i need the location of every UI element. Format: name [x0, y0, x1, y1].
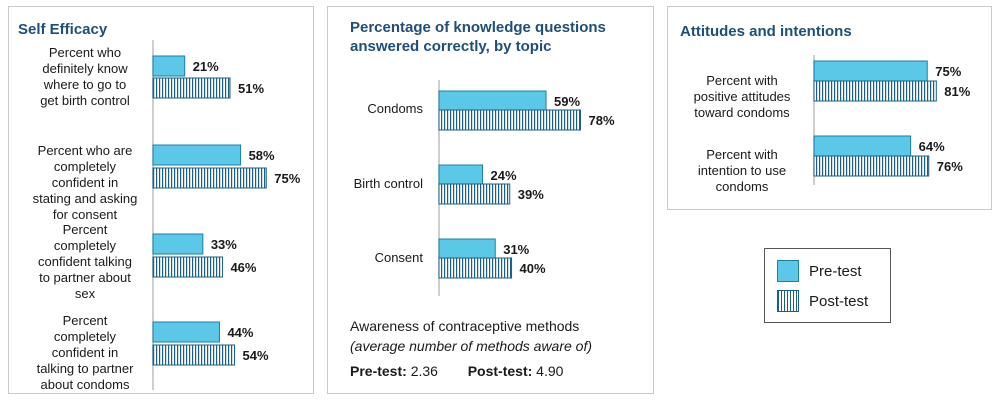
- bar-post-test: [152, 167, 267, 189]
- awareness-values: Pre-test: 2.36 Post-test: 4.90: [350, 361, 592, 381]
- category-label: Percent who definitely know where to go to…: [40, 45, 130, 108]
- bar-post-test: [438, 183, 511, 205]
- value-label-pre-test: 21%: [193, 59, 219, 74]
- bar-pre-test: [813, 60, 928, 82]
- knowledge-title: Percentage of knowledge questions answer…: [350, 18, 606, 56]
- value-label-post-test: 76%: [937, 159, 963, 174]
- awareness-pre-label: Pre-test:: [350, 363, 407, 379]
- value-label-pre-test: 44%: [227, 325, 253, 340]
- value-label-pre-test: 75%: [935, 64, 961, 79]
- value-label-post-test: 75%: [274, 171, 300, 186]
- bar-post-test: [438, 257, 513, 279]
- legend-swatch-pre: [777, 260, 799, 282]
- value-label-post-test: 78%: [588, 113, 614, 128]
- self-efficacy-title: Self Efficacy: [18, 21, 108, 38]
- awareness-subtitle: (average number of methods aware of): [350, 338, 593, 354]
- value-label-pre-test: 31%: [503, 242, 529, 257]
- value-label-pre-test: 58%: [249, 148, 275, 163]
- category-label: Birth control: [354, 176, 423, 191]
- bar-post-test: [152, 344, 236, 366]
- value-label-post-test: 54%: [243, 348, 269, 363]
- category-label: Condoms: [367, 101, 423, 116]
- value-label-post-test: 40%: [520, 261, 546, 276]
- bar-post-test: [152, 256, 223, 278]
- legend-item-post: Post-test: [777, 290, 868, 312]
- legend-label-post: Post-test: [809, 292, 869, 310]
- bar-post-test: [813, 80, 937, 102]
- category-label: Percent with intention to use condoms: [698, 147, 786, 194]
- bar-pre-test: [152, 55, 186, 77]
- bar-post-test: [152, 77, 231, 99]
- attitudes-title: Attitudes and intentions: [680, 23, 852, 40]
- bar-post-test: [438, 109, 581, 131]
- category-label: Consent: [375, 250, 424, 265]
- awareness-post-label: Post-test:: [467, 363, 533, 379]
- bar-pre-test: [152, 321, 220, 343]
- value-label-post-test: 39%: [518, 187, 544, 202]
- category-label: Percent completely confident talking to par…: [38, 222, 132, 301]
- value-label-pre-test: 33%: [211, 237, 237, 252]
- legend-label-pre: Pre-test: [809, 262, 862, 280]
- awareness-block: Awareness of contraceptive methods (aver…: [350, 316, 592, 381]
- value-label-pre-test: 64%: [919, 139, 945, 154]
- value-label-post-test: 51%: [238, 81, 264, 96]
- bar-pre-test: [813, 135, 912, 157]
- category-label: Percent who are completely confident in sta…: [33, 143, 138, 222]
- knowledge-title-line-1: Percentage of knowledge questions: [350, 19, 606, 36]
- category-label: Percent completely confident in talking to …: [37, 313, 135, 392]
- value-label-pre-test: 59%: [554, 94, 580, 109]
- legend: Pre-test Post-test: [764, 248, 891, 323]
- knowledge-title-line-2: answered correctly, by topic: [350, 38, 552, 55]
- awareness-pre-value: 2.36: [410, 363, 438, 379]
- bar-post-test: [813, 155, 930, 177]
- bar-pre-test: [152, 144, 242, 166]
- category-label: Percent with positive attitudes toward con…: [694, 73, 791, 120]
- awareness-post-value: 4.90: [536, 363, 564, 379]
- awareness-title: Awareness of contraceptive methods: [350, 318, 580, 334]
- value-label-post-test: 81%: [944, 84, 970, 99]
- legend-item-pre: Pre-test: [777, 260, 862, 282]
- value-label-post-test: 46%: [230, 260, 256, 275]
- bar-pre-test: [152, 233, 204, 255]
- value-label-pre-test: 24%: [491, 168, 517, 183]
- legend-swatch-post: [777, 290, 799, 312]
